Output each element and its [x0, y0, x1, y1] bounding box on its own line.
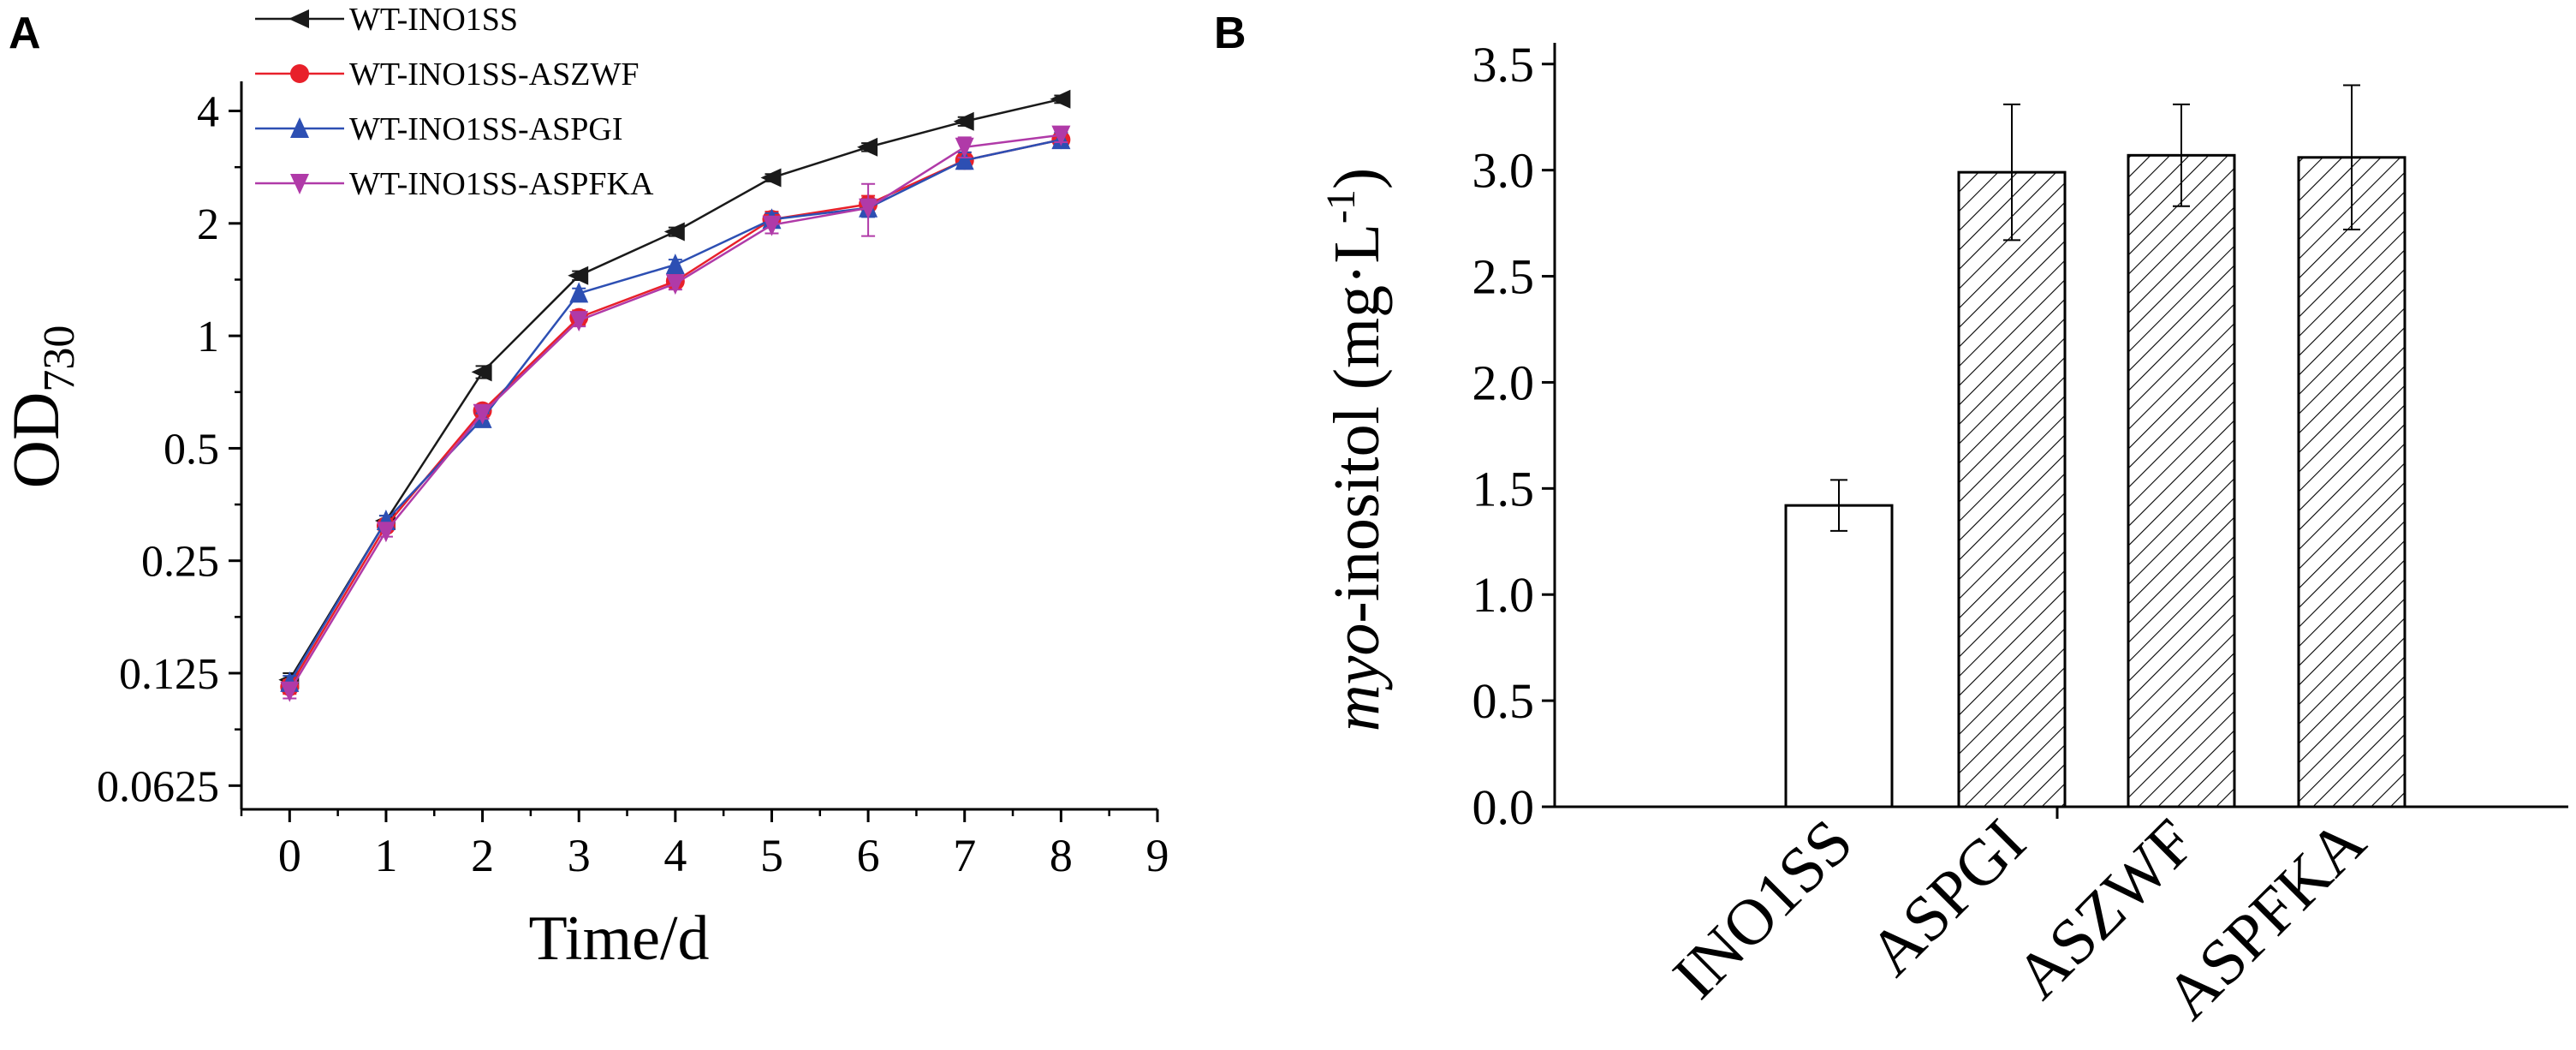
y-tick-label: 1.5 — [1472, 461, 1535, 516]
data-point — [1051, 125, 1071, 146]
data-point — [471, 362, 492, 382]
y-axis-label-main: OD — [0, 392, 73, 489]
x-tick-label: 7 — [953, 830, 976, 881]
bar — [1784, 504, 1894, 808]
x-tick-label: 3 — [568, 830, 591, 881]
legend-item: WT-INO1SS-ASPGI — [255, 111, 623, 147]
data-point — [1050, 89, 1071, 109]
y-tick-label: 0.0625 — [97, 762, 219, 811]
y-tick-label: 3.0 — [1472, 143, 1535, 199]
x-tick-label: 1 — [374, 830, 397, 881]
panel-label-a: A — [9, 9, 41, 58]
series-line — [289, 138, 1062, 688]
y-axis-label-italic: myo — [1321, 623, 1393, 732]
x-tick-label: INO1SS — [1659, 806, 1866, 1013]
y-tick-label: 0.0 — [1472, 779, 1535, 835]
x-tick-label: 0 — [278, 830, 301, 881]
x-tick-label: 4 — [663, 830, 687, 881]
data-point — [955, 149, 974, 170]
data-point — [953, 111, 974, 131]
y-axis-label-subscript: 730 — [35, 325, 84, 392]
legend-label: WT-INO1SS-ASPGI — [349, 111, 623, 147]
series-3 — [280, 125, 1071, 702]
bar — [2127, 153, 2236, 808]
y-axis-label: OD730 — [0, 325, 84, 489]
y-tick-label: 1.0 — [1472, 567, 1535, 623]
bar — [2297, 156, 2406, 808]
x-tick-label: 8 — [1050, 830, 1073, 881]
y-axis-label-close: ) — [1321, 168, 1393, 189]
y-tick-label: 2.0 — [1472, 355, 1535, 410]
series-2 — [280, 128, 1071, 692]
legend-marker — [290, 64, 309, 83]
bar — [1957, 170, 2067, 808]
data-point — [663, 222, 685, 242]
x-tick-label: 5 — [760, 830, 783, 881]
legend-label: WT-INO1SS-ASZWF — [349, 57, 640, 92]
legend-label: WT-INO1SS-ASPFKA — [349, 166, 654, 202]
x-tick-label: 6 — [857, 830, 880, 881]
x-tick-label: 9 — [1146, 830, 1169, 881]
legend-item: WT-INO1SS — [255, 2, 518, 38]
data-point — [857, 137, 878, 157]
data-point — [376, 522, 396, 543]
data-point — [665, 254, 685, 275]
bar-chart-myo-inositol: myo-inositol (mg·L-1) 0.0 0.5 1.0 1.5 2.0 2.5… — [1318, 37, 2568, 1033]
y-axis-label: myo-inositol (mg·L-1) — [1318, 168, 1393, 731]
y-tick-label: 0.5 — [1472, 673, 1535, 729]
legend-label: WT-INO1SS — [349, 2, 518, 38]
legend-marker — [289, 9, 309, 28]
data-point — [280, 681, 300, 702]
series-line — [289, 134, 1062, 692]
data-point — [760, 168, 782, 188]
data-point — [568, 265, 589, 285]
legend-item: WT-INO1SS-ASZWF — [255, 57, 640, 92]
data-point — [665, 274, 685, 295]
x-tick-label: 2 — [471, 830, 494, 881]
y-tick-label: 4 — [197, 88, 219, 137]
legend-marker — [290, 117, 309, 138]
y-tick-label: 2.5 — [1472, 249, 1535, 305]
y-axis-label-text: -inositol (mg·L — [1321, 224, 1393, 623]
data-point — [473, 403, 492, 425]
y-tick-label: 3.5 — [1472, 37, 1535, 92]
data-point — [569, 311, 589, 332]
data-point — [859, 198, 878, 219]
series-line — [289, 138, 1062, 683]
data-point — [569, 282, 589, 303]
y-tick-label: 0.5 — [164, 425, 219, 474]
bar-group: INO1SS — [1659, 479, 1894, 1013]
y-tick-label: 0.25 — [141, 538, 219, 587]
y-tick-label: 1 — [197, 313, 219, 361]
data-point — [955, 137, 974, 158]
x-axis-label: Time/d — [528, 904, 709, 974]
series-1 — [280, 130, 1071, 696]
y-tick-label: 2 — [197, 200, 219, 249]
data-point — [762, 215, 782, 236]
line-chart-od730: Time/d OD730 0 1 2 3 4 5 6 7 8 9 0.0625 0.125 0.25 0.… — [0, 2, 1169, 974]
y-axis-label-superscript: -1 — [1318, 189, 1364, 224]
panel-label-b: B — [1214, 9, 1246, 58]
y-tick-label: 0.125 — [119, 650, 219, 699]
legend-marker — [290, 174, 309, 194]
legend: WT-INO1SS WT-INO1SS-ASZWF WT-INO1SS-ASPGI W… — [255, 2, 654, 202]
legend-item: WT-INO1SS-ASPFKA — [255, 166, 654, 202]
